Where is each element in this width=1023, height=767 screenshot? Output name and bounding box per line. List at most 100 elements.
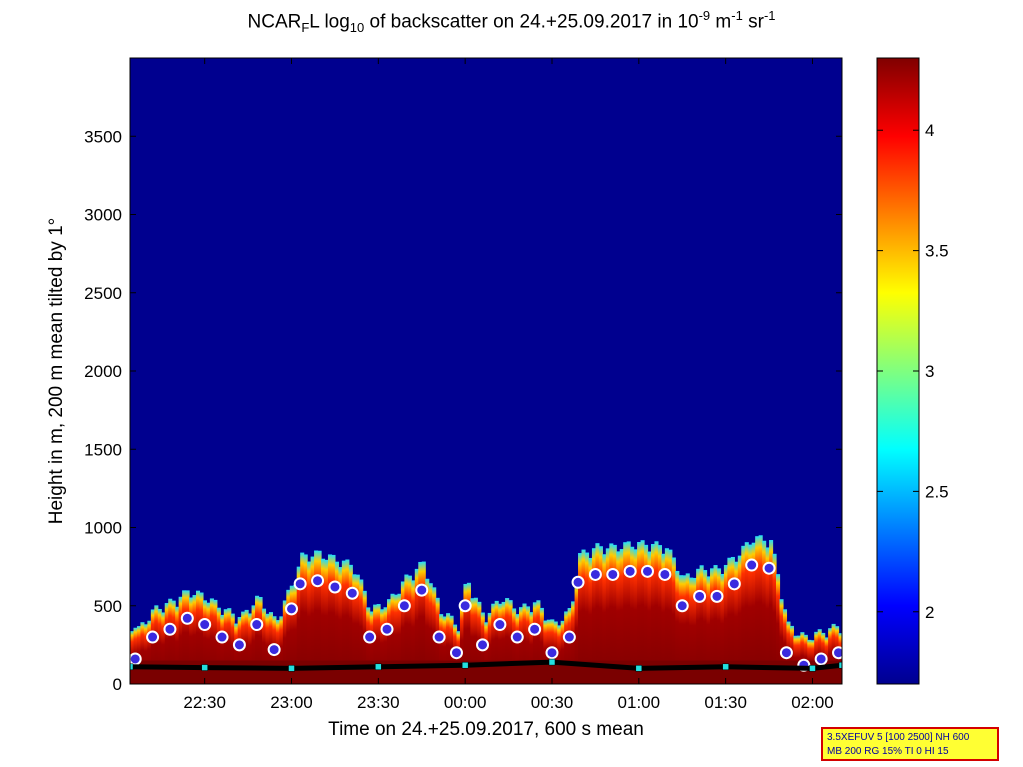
heat-column xyxy=(640,540,645,684)
heat-column xyxy=(352,574,357,684)
heat-column xyxy=(216,607,221,684)
heat-column xyxy=(380,609,385,684)
heat-column xyxy=(501,601,506,684)
title-sup-m: -1 xyxy=(731,8,743,23)
heat-column xyxy=(425,578,430,684)
mixing-layer-marker xyxy=(130,663,134,671)
cloud-base-marker xyxy=(363,630,377,644)
x-tick-label: 23:00 xyxy=(270,693,313,712)
heat-column xyxy=(741,545,746,684)
heat-column xyxy=(140,622,145,684)
heat-column xyxy=(327,554,333,684)
heat-column xyxy=(407,575,412,684)
heat-column xyxy=(355,574,360,684)
heat-column xyxy=(800,632,805,684)
cloud-base-marker xyxy=(779,646,793,660)
heat-column xyxy=(178,596,183,684)
cloud-base-marker xyxy=(641,564,655,578)
heat-column xyxy=(494,600,499,684)
heat-column xyxy=(404,574,409,684)
heat-column xyxy=(609,543,614,684)
title-prefix: NCAR xyxy=(247,11,302,33)
cloud-base-marker xyxy=(762,561,776,575)
cloud-base-marker xyxy=(658,567,672,581)
heat-column xyxy=(307,561,312,684)
cloud-base-marker xyxy=(693,589,707,603)
cloud-base-marker xyxy=(380,622,394,636)
colorbar-tick-label: 2.5 xyxy=(925,482,949,501)
x-tick-label: 00:30 xyxy=(531,693,574,712)
cloud-base-marker xyxy=(675,599,689,613)
heat-column xyxy=(428,583,433,684)
colorbar-tick-label: 2 xyxy=(925,603,934,622)
cloud-base-marker xyxy=(311,574,325,588)
heat-column xyxy=(713,565,718,684)
title-mid: L log xyxy=(309,11,350,33)
heat-column xyxy=(168,598,173,684)
heat-column xyxy=(557,625,562,684)
heat-column xyxy=(744,542,749,684)
heat-column xyxy=(348,564,353,684)
heat-column xyxy=(199,592,204,684)
heat-column xyxy=(147,620,152,684)
colorbar-tick-label: 4 xyxy=(925,121,934,140)
heat-column xyxy=(446,613,451,684)
heat-column xyxy=(338,567,343,684)
mixing-layer-marker xyxy=(722,663,729,671)
title-sup-sr: -1 xyxy=(763,8,776,23)
heat-column xyxy=(261,608,267,684)
heat-column xyxy=(560,620,565,684)
heat-column xyxy=(286,589,291,684)
heat-column xyxy=(491,603,496,684)
heat-column xyxy=(213,599,218,684)
heat-column xyxy=(692,577,697,684)
cloud-base-marker xyxy=(146,630,160,644)
heat-column xyxy=(664,548,669,684)
heat-column xyxy=(765,547,770,684)
heat-column xyxy=(671,557,676,684)
heat-column xyxy=(598,546,603,684)
heat-column xyxy=(796,635,801,684)
colorbar xyxy=(876,57,920,685)
x-tick-label: 23:30 xyxy=(357,693,400,712)
heat-column xyxy=(678,575,683,684)
heat-column xyxy=(710,568,715,684)
heat-column xyxy=(390,593,395,684)
y-axis-label: Height in m, 200 m mean tilted by 1° xyxy=(46,218,67,524)
cloud-base-marker xyxy=(493,618,507,632)
x-tick-label: 01:30 xyxy=(704,693,747,712)
heat-column xyxy=(668,549,673,684)
mixing-layer-marker xyxy=(375,663,382,671)
heat-column xyxy=(414,568,419,684)
heat-column xyxy=(716,568,722,684)
heat-column xyxy=(571,601,576,684)
heat-column xyxy=(300,552,305,684)
heat-column xyxy=(602,554,607,684)
heat-column xyxy=(505,598,510,684)
heat-column xyxy=(334,561,339,684)
cloud-base-marker xyxy=(130,652,142,666)
heat-column xyxy=(192,595,197,684)
cloud-base-marker xyxy=(727,577,741,591)
heat-column xyxy=(227,608,232,684)
heat-column xyxy=(421,561,426,684)
heat-column xyxy=(588,557,593,684)
cloud-base-marker xyxy=(458,599,472,613)
heat-column xyxy=(619,549,624,684)
x-axis: 22:30 23:00 23:30 00:00 00:30 01:00 01:30 02:00 xyxy=(183,58,834,712)
heat-column xyxy=(171,600,176,684)
heat-column xyxy=(682,575,687,684)
y-tick-label: 1500 xyxy=(84,440,122,459)
heat-column xyxy=(157,608,162,684)
cloud-base-marker xyxy=(545,646,559,660)
heat-column xyxy=(220,614,225,684)
cloud-base-marker xyxy=(267,643,281,657)
heat-column xyxy=(279,616,284,684)
heat-column xyxy=(703,570,708,684)
heat-column xyxy=(793,635,798,684)
heat-column xyxy=(518,607,524,684)
x-tick-label: 01:00 xyxy=(618,693,661,712)
heat-column xyxy=(696,568,701,684)
heat-column xyxy=(463,583,468,684)
